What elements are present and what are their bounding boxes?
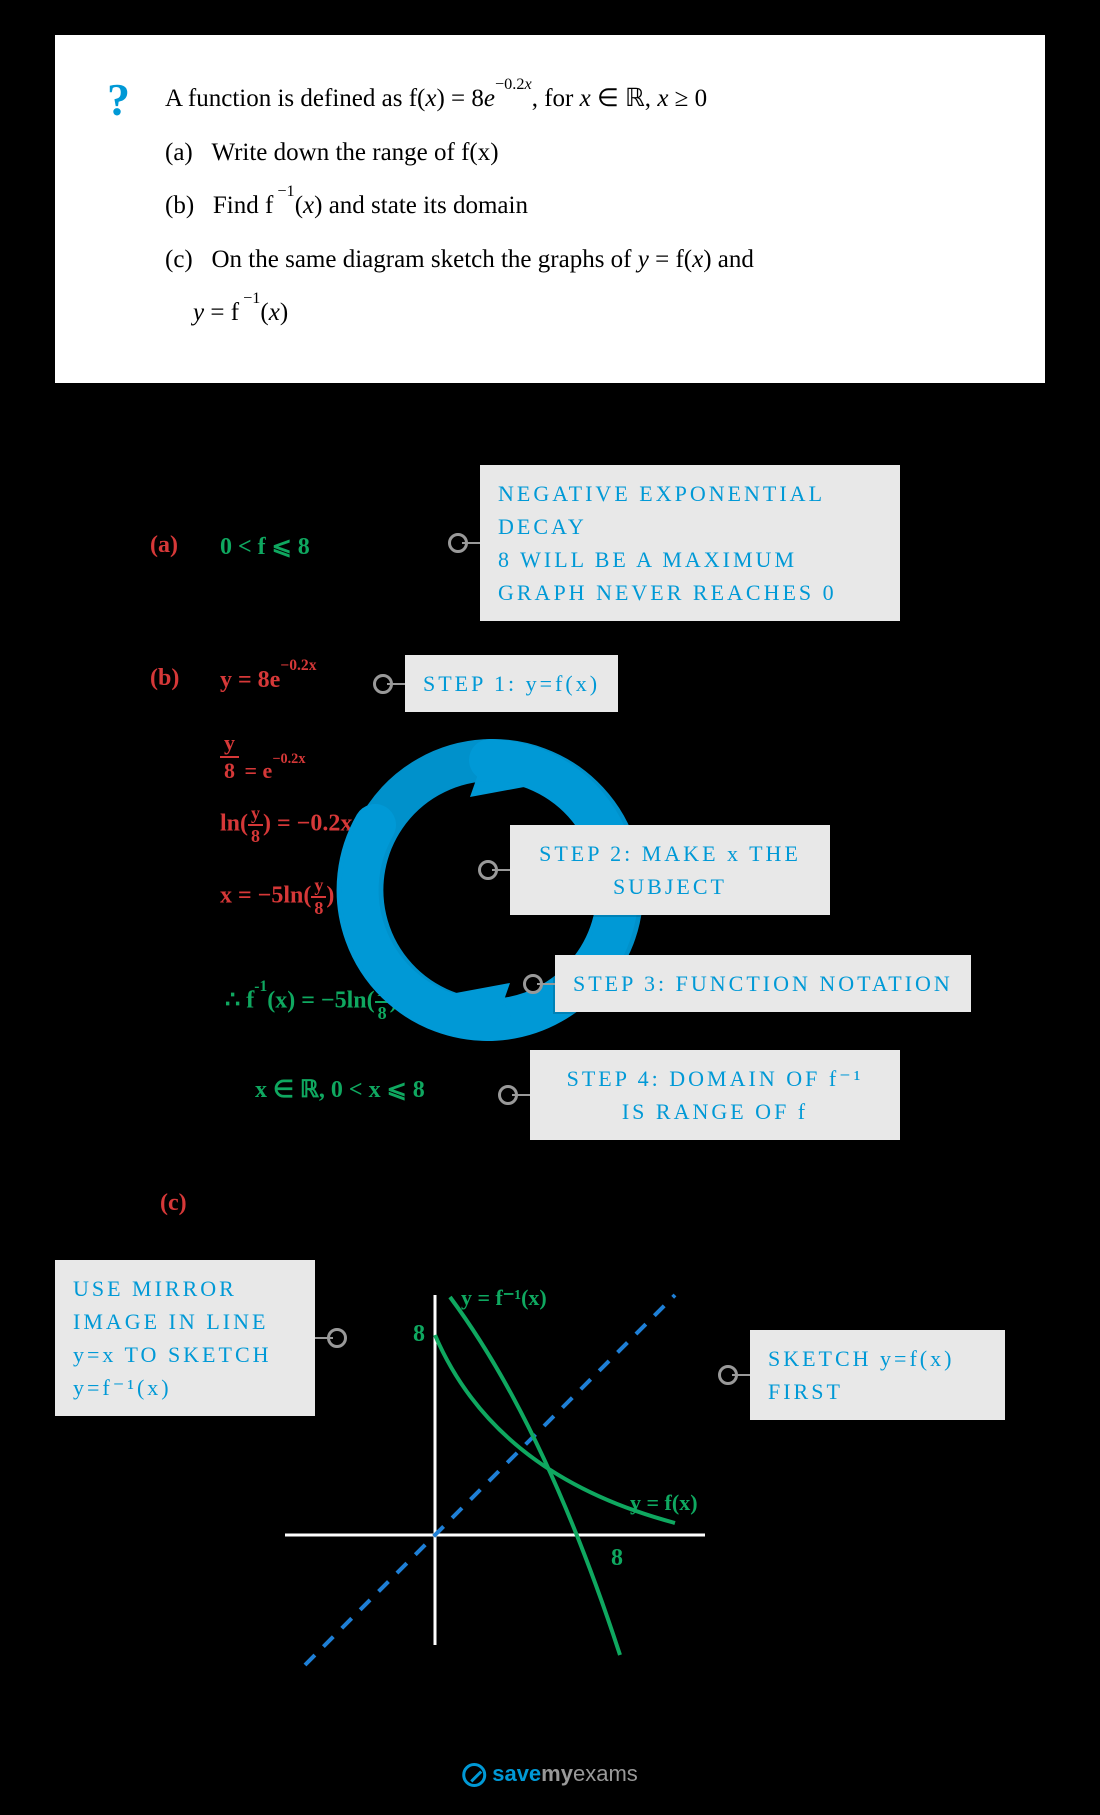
- part-c-label: (c): [160, 1190, 187, 1217]
- work-b3: ln(y8) = −0.2x: [220, 803, 352, 847]
- callout-step2: STEP 2: MAKE x THE SUBJECT: [510, 825, 830, 915]
- work-b4: x = −5ln(y8): [220, 875, 334, 919]
- callout-step1: STEP 1: y=f(x): [405, 655, 618, 712]
- question-b: (b) Find f −1(x) and state its domain: [165, 182, 995, 230]
- callout-line: USE MIRROR: [73, 1272, 297, 1305]
- y-tick-8: 8: [413, 1321, 425, 1347]
- callout-line: STEP 4: DOMAIN OF f⁻¹: [548, 1062, 882, 1095]
- callout-line: SUBJECT: [528, 870, 812, 903]
- question-box: ? A function is defined as f(x) = 8e−0.2…: [55, 35, 1045, 383]
- callout-line: y=f⁻¹(x): [73, 1371, 297, 1404]
- callout-line: GRAPH NEVER REACHES 0: [498, 576, 882, 609]
- callout-line: IS RANGE OF f: [548, 1095, 882, 1128]
- callout-sketch-first: SKETCH y=f(x) FIRST: [750, 1330, 1005, 1420]
- wm-3: exams: [573, 1761, 638, 1786]
- part-a-answer: 0 < f ⩽ 8: [220, 532, 310, 561]
- callout-line: y=x TO SKETCH: [73, 1338, 297, 1371]
- label-finv: y = f⁻¹(x): [461, 1285, 547, 1310]
- part-a-label: (a): [150, 532, 178, 559]
- question-content: A function is defined as f(x) = 8e−0.2x,…: [165, 75, 995, 337]
- graph-sketch: 8 8 y = f⁻¹(x) y = f(x): [265, 1275, 725, 1675]
- label-f: y = f(x): [630, 1490, 698, 1515]
- wm-1: save: [492, 1761, 541, 1786]
- callout-line: STEP 2: MAKE x THE: [528, 837, 812, 870]
- watermark: savemyexams: [462, 1761, 638, 1787]
- callout-line: 8 WILL BE A MAXIMUM: [498, 543, 882, 576]
- callout-line: FIRST: [768, 1375, 987, 1408]
- callout-decay: NEGATIVE EXPONENTIAL DECAY 8 WILL BE A M…: [480, 465, 900, 621]
- question-intro: A function is defined as f(x) = 8e−0.2x,…: [165, 75, 995, 123]
- question-c2: y = f −1(x): [193, 289, 995, 337]
- work-b6: x ∈ ℝ, 0 < x ⩽ 8: [255, 1075, 425, 1104]
- work-b1: y = 8e−0.2x: [220, 665, 317, 694]
- question-icon: ?: [107, 73, 130, 126]
- callout-line: SKETCH y=f(x): [768, 1342, 987, 1375]
- question-c1: (c) On the same diagram sketch the graph…: [165, 236, 995, 284]
- watermark-icon: [462, 1763, 486, 1787]
- callout-line: IMAGE IN LINE: [73, 1305, 297, 1338]
- work-b2: y8 = e−0.2x: [220, 730, 305, 784]
- wm-2: my: [541, 1761, 573, 1786]
- x-tick-8: 8: [611, 1545, 623, 1571]
- callout-line: DECAY: [498, 510, 882, 543]
- part-b-label: (b): [150, 665, 179, 692]
- callout-line: NEGATIVE EXPONENTIAL: [498, 477, 882, 510]
- callout-step4: STEP 4: DOMAIN OF f⁻¹ IS RANGE OF f: [530, 1050, 900, 1140]
- question-a: (a) Write down the range of f(x): [165, 129, 995, 177]
- callout-step3: STEP 3: FUNCTION NOTATION: [555, 955, 971, 1012]
